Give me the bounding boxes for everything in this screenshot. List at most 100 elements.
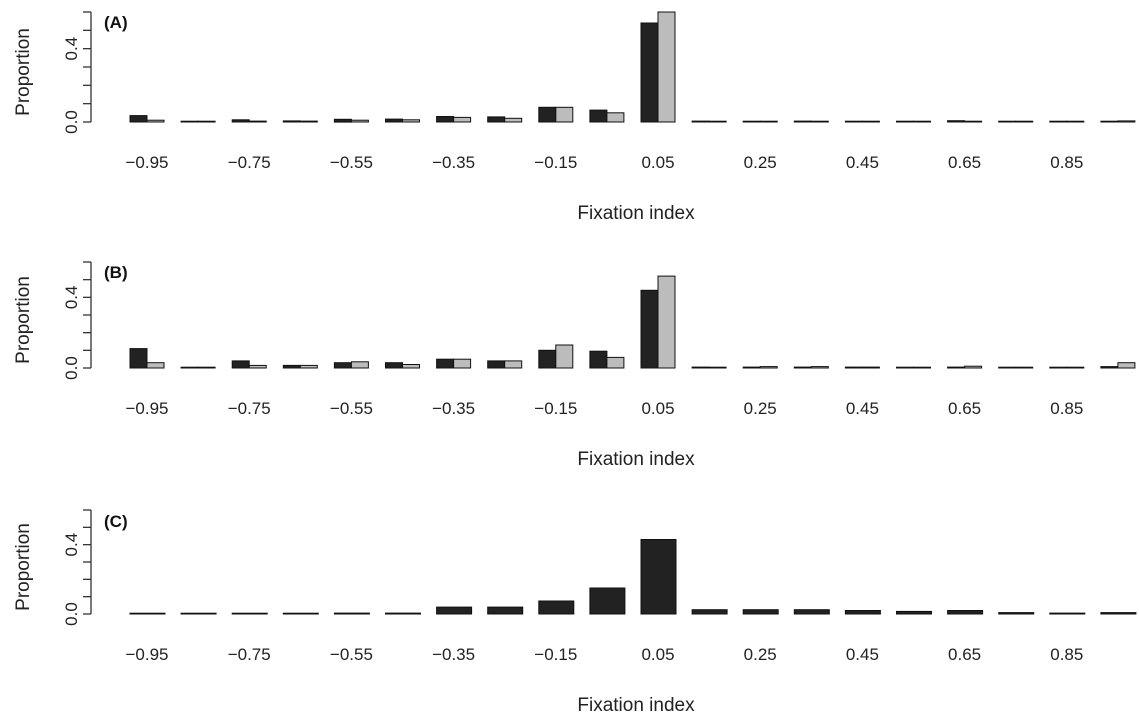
bar-0.15-series-1 xyxy=(691,366,710,369)
bar-0.55-series-2 xyxy=(913,120,931,123)
bar-0.55 xyxy=(896,610,932,615)
x-tick-label: 0.45 xyxy=(846,153,879,172)
bar-0.25-series-1 xyxy=(742,120,761,123)
bar-0.35 xyxy=(793,609,830,615)
bar-−0.75-series-2 xyxy=(248,120,267,123)
bar-−0.25 xyxy=(487,606,524,615)
x-tick-label: −0.35 xyxy=(432,645,475,664)
bar-−0.85-series-2 xyxy=(197,366,216,369)
panel-c-y-axis-title: Proportion xyxy=(13,523,34,611)
panel-c: (C) Proportion Fixation index 0.0 0.4 −0.… xyxy=(13,509,1137,715)
bar-0.95-series-2 xyxy=(1117,120,1136,123)
bar-0.25-series-2 xyxy=(759,366,778,369)
bar-−0.55-series-2 xyxy=(350,361,369,369)
bar-0.65-series-1 xyxy=(947,366,966,369)
bar-−0.55 xyxy=(333,612,370,615)
bar-−0.45-series-2 xyxy=(402,119,420,123)
x-tick-label: −0.75 xyxy=(228,399,271,418)
bar-0.05-series-2 xyxy=(657,11,676,123)
x-tick-label: 0.85 xyxy=(1050,399,1083,418)
bar-−0.15-series-1 xyxy=(538,349,557,369)
panel-a-bars xyxy=(129,11,1136,123)
bar-−0.05-series-2 xyxy=(606,356,625,369)
bar-0.65-series-2 xyxy=(964,365,983,369)
bar-0.45-series-1 xyxy=(844,120,863,123)
bar-0.75-series-2 xyxy=(1015,120,1034,123)
bar-−0.65-series-1 xyxy=(282,120,301,123)
panel-c-y-axis: 0.0 0.4 xyxy=(62,509,92,626)
bar-−0.35 xyxy=(436,606,473,615)
bar-−0.85-series-1 xyxy=(180,366,199,369)
bar-−0.35-series-1 xyxy=(436,116,455,123)
bar-0.05-series-2 xyxy=(657,275,676,369)
x-tick-label: 0.25 xyxy=(744,645,777,664)
bar-−0.85-series-1 xyxy=(180,120,199,123)
y-tick-label: 0.0 xyxy=(62,602,81,626)
panel-a: (A) Proportion Fixation index 0.0 0.4 −0.… xyxy=(13,11,1136,224)
x-tick-label: 0.25 xyxy=(744,399,777,418)
bar-0.75 xyxy=(998,612,1035,615)
x-tick-label: −0.55 xyxy=(330,399,373,418)
bar-−0.25-series-2 xyxy=(504,360,523,369)
bar-0.45-series-2 xyxy=(861,366,880,369)
bar-−0.95-series-1 xyxy=(129,348,148,369)
x-tick-label: −0.55 xyxy=(330,645,373,664)
bar-−0.35-series-2 xyxy=(453,116,472,123)
panel-b-bars xyxy=(129,275,1136,369)
panel-b: (B) Proportion Fixation index 0.0 0.4 −0.… xyxy=(13,261,1136,470)
x-tick-label: −0.95 xyxy=(125,153,168,172)
bar-0.85-series-2 xyxy=(1066,366,1085,369)
x-tick-label: −0.15 xyxy=(534,399,577,418)
bar-−0.75-series-1 xyxy=(231,360,250,369)
x-tick-label: 0.65 xyxy=(948,153,981,172)
bar-0.85 xyxy=(1049,612,1086,615)
y-tick-label: 0.4 xyxy=(62,533,81,557)
bar-0.55-series-1 xyxy=(896,366,914,369)
bar-0.85-series-1 xyxy=(1049,120,1068,123)
x-tick-label: −0.35 xyxy=(432,399,475,418)
bar-−0.15-series-2 xyxy=(555,106,574,123)
bar-0.65-series-1 xyxy=(947,120,966,123)
bar-−0.45 xyxy=(385,612,421,615)
bar-0.65 xyxy=(947,610,984,615)
bar-0.45-series-2 xyxy=(861,120,880,123)
x-tick-label: 0.65 xyxy=(948,645,981,664)
panel-a-y-axis-title: Proportion xyxy=(13,28,34,116)
x-tick-label: 0.85 xyxy=(1050,645,1083,664)
panel-a-label: (A) xyxy=(104,13,128,32)
bar-0.15-series-1 xyxy=(691,120,710,123)
bar-−0.15-series-1 xyxy=(538,106,557,123)
bar-−0.55-series-2 xyxy=(350,119,369,123)
bar-0.55-series-2 xyxy=(913,366,931,369)
bar-0.65-series-2 xyxy=(964,120,983,123)
y-tick-label: 0.4 xyxy=(62,37,81,61)
bar-−0.75 xyxy=(231,612,268,615)
y-tick-label: 0.0 xyxy=(62,356,81,380)
panel-c-label: (C) xyxy=(104,512,128,531)
bar-0.75-series-2 xyxy=(1015,366,1034,369)
x-tick-label: 0.45 xyxy=(846,645,879,664)
x-tick-label: 0.05 xyxy=(641,153,674,172)
panel-c-bars xyxy=(129,539,1137,615)
bar-−0.65 xyxy=(282,612,319,615)
panel-c-x-axis-title: Fixation index xyxy=(577,695,695,715)
bar-0.95-series-2 xyxy=(1117,362,1136,369)
x-tick-label: 0.85 xyxy=(1050,153,1083,172)
x-tick-label: −0.55 xyxy=(330,153,373,172)
x-tick-label: −0.95 xyxy=(125,645,168,664)
x-tick-label: 0.05 xyxy=(641,399,674,418)
bar-0.05 xyxy=(640,539,677,615)
bar-−0.25-series-1 xyxy=(487,116,506,123)
bar-0.75-series-1 xyxy=(998,120,1017,123)
bar-0.05-series-1 xyxy=(640,289,659,369)
bar-0.15 xyxy=(691,609,728,615)
bar-0.45-series-1 xyxy=(844,366,863,369)
bar-0.35-series-2 xyxy=(810,366,829,369)
x-tick-label: −0.95 xyxy=(125,399,168,418)
bar-−0.65-series-1 xyxy=(282,364,301,369)
panel-b-y-axis-title: Proportion xyxy=(13,276,34,364)
bar-−0.05-series-1 xyxy=(589,350,608,369)
bar-0.25-series-1 xyxy=(742,366,761,369)
bar-0.15-series-2 xyxy=(708,120,727,123)
